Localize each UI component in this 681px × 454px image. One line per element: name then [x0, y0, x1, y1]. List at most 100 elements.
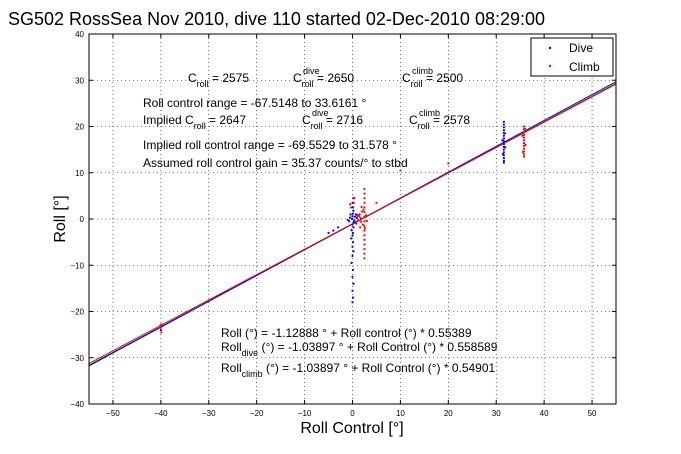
climb-point: [363, 187, 366, 191]
dive-point: [351, 212, 355, 215]
climb-point: [349, 203, 352, 206]
climb-point: [363, 243, 366, 246]
dive-point: [502, 151, 505, 154]
fit-climb-text: Rollclimb (°) = -1.03897 ° + Roll Contro…: [221, 361, 496, 379]
x-tick-label: −30: [202, 409, 216, 418]
dive-point: [503, 132, 506, 135]
climb-point: [365, 219, 368, 222]
climb-point: [521, 134, 524, 137]
dive-point: [350, 217, 354, 221]
climb-point: [524, 143, 527, 147]
c-roll-text: Croll = 2575: [188, 71, 249, 89]
climb-point: [363, 252, 366, 255]
climb-point: [375, 201, 378, 204]
climb-point: [359, 226, 362, 229]
dive-point: [349, 213, 352, 216]
climb-point: [363, 234, 366, 237]
roll-control-range-text: Roll control range = -67.5148 to 33.6161…: [143, 96, 366, 110]
climb-point: [363, 227, 367, 230]
dive-point: [502, 129, 505, 132]
y-tick-label: −30: [70, 354, 84, 363]
dive-point: [502, 120, 505, 123]
x-axis-label: Roll Control [°]: [300, 420, 403, 437]
implied-c-roll-climb-sup: climb: [419, 108, 440, 118]
climb-point: [363, 257, 366, 260]
dive-point: [502, 126, 505, 129]
dive-point: [502, 123, 505, 126]
x-tick-label: 30: [492, 409, 501, 418]
dive-point: [351, 275, 354, 278]
data-points: [159, 120, 527, 334]
chart-title: SG502 RossSea Nov 2010, dive 110 started…: [8, 9, 545, 29]
climb-point: [522, 153, 526, 156]
annotation-implied-c-roll: Implied Croll = 2647 Croll = 2716 dive C…: [143, 108, 470, 131]
climb-point: [522, 155, 526, 158]
implied-range-text: Implied roll control range = -69.5529 to…: [143, 138, 397, 152]
dive-point: [349, 216, 352, 219]
climb-point: [349, 206, 353, 209]
climb-point: [363, 247, 366, 251]
dive-point: [504, 146, 507, 149]
c-roll-dive-text: Croll = 2650: [293, 71, 354, 89]
dive-point: [351, 254, 354, 258]
climb-point: [522, 147, 526, 150]
x-tick-label: −40: [154, 409, 168, 418]
climb-point: [522, 142, 526, 145]
climb-point: [363, 215, 366, 218]
climb-point: [159, 324, 162, 327]
climb-point: [357, 219, 360, 222]
climb-point: [356, 213, 359, 216]
climb-point: [522, 136, 526, 139]
implied-c-roll-dive-text: Croll = 2716: [302, 113, 363, 131]
climb-point: [399, 169, 402, 172]
fit-dive-text: Rolldive (°) = -1.03897 ° + Roll Control…: [221, 340, 498, 358]
climb-point: [523, 127, 527, 130]
y-tick-label: −40: [70, 400, 84, 409]
dive-point: [353, 219, 356, 222]
dive-point: [352, 226, 355, 229]
legend: Dive Climb: [530, 37, 614, 77]
dive-point: [159, 328, 162, 332]
dive-point: [353, 215, 356, 218]
y-tick-label: −10: [70, 261, 84, 270]
climb-point: [522, 125, 526, 128]
dive-point: [502, 159, 505, 162]
dive-point: [351, 301, 354, 304]
climb-point: [355, 222, 358, 225]
legend-dive-label: Dive: [569, 41, 593, 55]
dive-point: [346, 218, 349, 222]
control-gain-text: Assumed roll control gain = 35.37 counts…: [143, 156, 408, 170]
dive-point: [351, 289, 354, 292]
climb-point: [363, 206, 366, 209]
climb-point: [358, 213, 361, 216]
climb-point: [160, 331, 163, 334]
climb-point: [352, 201, 356, 204]
climb-point: [363, 201, 366, 204]
dive-point: [351, 234, 354, 237]
dive-point: [501, 153, 505, 156]
dive-point: [351, 223, 354, 226]
x-tick-label: 20: [444, 409, 453, 418]
dive-point: [351, 268, 355, 271]
c-roll-climb-sup: climb: [412, 66, 433, 76]
legend-climb-label: Climb: [569, 60, 600, 74]
x-tick-label: 40: [540, 409, 549, 418]
climb-point: [360, 205, 363, 209]
climb-point: [522, 130, 526, 134]
dive-point: [502, 161, 505, 164]
dive-point: [502, 142, 505, 146]
climb-point: [360, 210, 364, 213]
dive-point: [352, 250, 355, 253]
dive-point: [502, 148, 505, 151]
climb-point: [363, 192, 366, 195]
climb-point: [363, 229, 366, 232]
climb-point: [159, 326, 162, 329]
dive-point: [351, 245, 354, 248]
climb-point: [522, 139, 526, 142]
dive-point: [502, 134, 505, 137]
x-tick-label: 50: [588, 409, 597, 418]
grid: [89, 34, 616, 404]
dive-point: [351, 241, 355, 244]
climb-point: [447, 162, 450, 165]
